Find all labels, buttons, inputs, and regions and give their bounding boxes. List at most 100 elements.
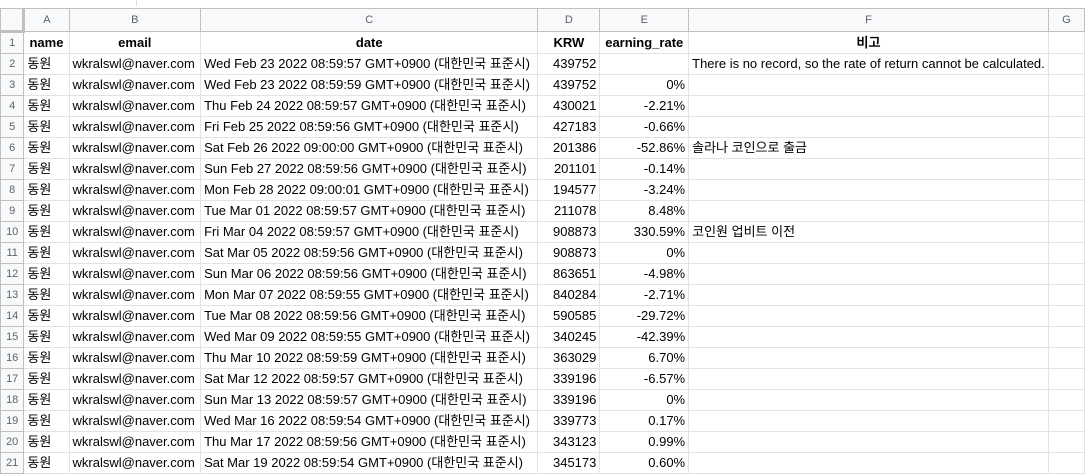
cell-krw[interactable]: 363029 [537,347,601,369]
cell-krw[interactable]: 339196 [537,368,601,390]
cell-note[interactable] [688,179,1049,201]
cell-krw[interactable]: 339196 [537,389,601,411]
column-header-e[interactable]: E [599,8,690,32]
cell-earning-rate[interactable]: -0.66% [599,116,690,138]
cell-earning-rate[interactable]: -6.57% [599,368,690,390]
cell-email[interactable]: wkralswl@naver.com [68,200,202,222]
row-number[interactable]: 1 [0,31,25,54]
cell-date[interactable]: Thu Feb 24 2022 08:59:57 GMT+0900 (대한민국 … [200,95,539,117]
cell-date[interactable]: Mon Mar 07 2022 08:59:55 GMT+0900 (대한민국 … [200,284,539,306]
cell-earning-rate[interactable]: -2.71% [599,284,690,306]
cell-date[interactable]: Wed Feb 23 2022 08:59:57 GMT+0900 (대한민국 … [200,53,539,75]
cell-email[interactable]: wkralswl@naver.com [68,221,202,243]
row-number[interactable]: 21 [0,452,25,474]
cell-earning-rate[interactable]: -52.86% [599,137,690,159]
cell-g[interactable] [1047,95,1085,117]
cell-email[interactable]: wkralswl@naver.com [68,431,202,453]
cell-g[interactable] [1047,284,1085,306]
cell-note[interactable] [688,284,1049,306]
cell-note[interactable] [688,305,1049,327]
cell-email[interactable]: wkralswl@naver.com [68,179,202,201]
cell-g[interactable] [1047,74,1085,96]
cell-name[interactable]: 동원 [23,179,70,201]
cell-krw[interactable]: 439752 [537,53,601,75]
row-number[interactable]: 10 [0,221,25,243]
cell-name[interactable]: 동원 [23,137,70,159]
cell-earning-rate[interactable]: 0% [599,389,690,411]
column-header-g[interactable]: G [1047,8,1085,32]
cell-earning-rate[interactable]: 0% [599,74,690,96]
cell-date[interactable]: Sat Mar 05 2022 08:59:56 GMT+0900 (대한민국 … [200,242,539,264]
cell-note[interactable] [688,116,1049,138]
cell-g[interactable] [1047,200,1085,222]
cell-email[interactable]: wkralswl@naver.com [68,53,202,75]
cell-earning-rate[interactable]: 8.48% [599,200,690,222]
cell-note[interactable] [688,431,1049,453]
cell-email[interactable]: wkralswl@naver.com [68,263,202,285]
row-number[interactable]: 19 [0,410,25,432]
cell-name[interactable]: 동원 [23,284,70,306]
row-number[interactable]: 17 [0,368,25,390]
cell-name[interactable]: 동원 [23,326,70,348]
row-number[interactable]: 9 [0,200,25,222]
cell-date[interactable]: Thu Mar 17 2022 08:59:56 GMT+0900 (대한민국 … [200,431,539,453]
cell-g[interactable] [1047,179,1085,201]
row-number[interactable]: 7 [0,158,25,180]
cell-email[interactable]: wkralswl@naver.com [68,284,202,306]
cell-name[interactable]: 동원 [23,431,70,453]
cell-g[interactable] [1047,389,1085,411]
cell-date[interactable]: Fri Mar 04 2022 08:59:57 GMT+0900 (대한민국 … [200,221,539,243]
cell-date[interactable]: Sun Mar 06 2022 08:59:56 GMT+0900 (대한민국 … [200,263,539,285]
cell-g[interactable] [1047,305,1085,327]
cell-date[interactable]: Sun Feb 27 2022 08:59:56 GMT+0900 (대한민국 … [200,158,539,180]
cell-earning-rate[interactable]: 0.99% [599,431,690,453]
cell-note[interactable] [688,347,1049,369]
cell-name[interactable]: 동원 [23,389,70,411]
cell-date[interactable]: Sat Feb 26 2022 09:00:00 GMT+0900 (대한민국 … [200,137,539,159]
cell-name[interactable]: 동원 [23,221,70,243]
cell-earning-rate[interactable]: -2.21% [599,95,690,117]
cell-krw[interactable]: 201101 [537,158,601,180]
row-number[interactable]: 16 [0,347,25,369]
cell-earning-rate[interactable]: -42.39% [599,326,690,348]
cell-date[interactable]: Wed Mar 16 2022 08:59:54 GMT+0900 (대한민국 … [200,410,539,432]
cell-g[interactable] [1047,452,1085,474]
row-number[interactable]: 5 [0,116,25,138]
cell-name[interactable]: 동원 [23,410,70,432]
cell-g[interactable] [1047,242,1085,264]
row-number[interactable]: 13 [0,284,25,306]
cell-g[interactable] [1047,53,1085,75]
cell-earning-rate[interactable]: 0% [599,242,690,264]
select-all-corner[interactable] [0,8,26,33]
row-number[interactable]: 3 [0,74,25,96]
cell-earning-rate[interactable]: 330.59% [599,221,690,243]
cell-krw[interactable]: 863651 [537,263,601,285]
cell-email[interactable]: wkralswl@naver.com [68,116,202,138]
cell-krw[interactable]: 840284 [537,284,601,306]
row-number[interactable]: 8 [0,179,25,201]
cell-note[interactable] [688,263,1049,285]
column-header-f[interactable]: F [688,8,1049,32]
cell-note[interactable] [688,242,1049,264]
cell-header-note[interactable]: 비고 [688,31,1049,54]
cell-date[interactable]: Thu Mar 10 2022 08:59:59 GMT+0900 (대한민국 … [200,347,539,369]
cell-email[interactable]: wkralswl@naver.com [68,137,202,159]
cell-krw[interactable]: 908873 [537,221,601,243]
cell-g[interactable] [1047,221,1085,243]
cell-g[interactable] [1047,158,1085,180]
cell-email[interactable]: wkralswl@naver.com [68,410,202,432]
cell-name[interactable]: 동원 [23,452,70,474]
cell-earning-rate[interactable]: -29.72% [599,305,690,327]
cell-earning-rate[interactable]: 0.60% [599,452,690,474]
cell-header-earning-rate[interactable]: earning_rate [599,31,690,54]
cell-email[interactable]: wkralswl@naver.com [68,95,202,117]
cell-note[interactable] [688,326,1049,348]
cell-earning-rate[interactable]: -3.24% [599,179,690,201]
row-number[interactable]: 14 [0,305,25,327]
row-number[interactable]: 4 [0,95,25,117]
cell-date[interactable]: Tue Mar 08 2022 08:59:56 GMT+0900 (대한민국 … [200,305,539,327]
cell-note[interactable] [688,368,1049,390]
cell-g[interactable] [1047,410,1085,432]
cell-date[interactable]: Wed Feb 23 2022 08:59:59 GMT+0900 (대한민국 … [200,74,539,96]
cell-g[interactable] [1047,347,1085,369]
